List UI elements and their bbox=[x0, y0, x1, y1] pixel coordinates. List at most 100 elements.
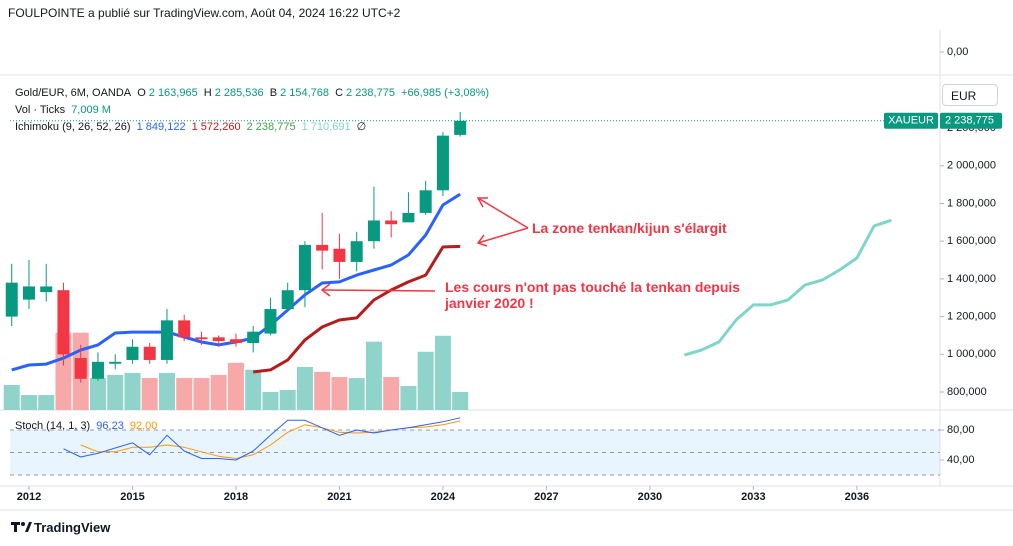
candle bbox=[281, 282, 294, 311]
currency-button[interactable]: EUR bbox=[942, 84, 998, 106]
candle-body bbox=[22, 286, 35, 300]
candle-body bbox=[5, 282, 18, 317]
candle bbox=[178, 314, 191, 342]
ohlc-letter: O bbox=[137, 87, 146, 99]
arrow bbox=[321, 289, 436, 292]
volume-bar bbox=[383, 377, 400, 410]
volume-bar bbox=[107, 374, 124, 410]
volume-bar bbox=[176, 378, 193, 410]
volume-bar bbox=[3, 385, 20, 410]
tenkan-value: 1 849,122 bbox=[136, 121, 186, 133]
candle-body bbox=[143, 346, 156, 360]
candle bbox=[40, 263, 53, 302]
candle-body bbox=[436, 135, 449, 191]
y-tick-label: 1 800,000 bbox=[947, 197, 996, 209]
y-tick-label: 0,00 bbox=[947, 46, 968, 58]
x-tick-label: 2027 bbox=[534, 491, 558, 503]
volume-bar bbox=[452, 391, 469, 410]
candle bbox=[195, 331, 208, 345]
logo-part bbox=[25, 522, 32, 532]
volume-bar bbox=[89, 378, 106, 410]
candle bbox=[74, 344, 87, 383]
volume-bar bbox=[296, 366, 313, 410]
x-tick-label: 2033 bbox=[741, 491, 765, 503]
arrow-head bbox=[320, 283, 331, 297]
volume-bar bbox=[262, 391, 279, 410]
candle bbox=[247, 326, 260, 353]
candle-body bbox=[316, 244, 329, 251]
ichimoku-name: Ichimoku (9, 26, 52, 26) bbox=[15, 121, 131, 133]
volume-bar bbox=[158, 372, 175, 410]
change: +66,985 (+3,08%) bbox=[401, 87, 490, 99]
symbol-tag-bg bbox=[884, 112, 938, 129]
candle bbox=[385, 211, 398, 238]
stoch-k-line bbox=[63, 417, 461, 461]
annotation: Les cours n'ont pas touché la tenkan dep… bbox=[445, 279, 741, 295]
stoch-legend: Stoch (14, 1, 3) 96,23 92,00 bbox=[15, 419, 160, 433]
candle bbox=[22, 260, 35, 310]
volume-bar bbox=[331, 377, 348, 410]
candle-body bbox=[298, 244, 311, 291]
y-tick-label: 1 600,000 bbox=[947, 235, 996, 247]
volume-bar bbox=[365, 341, 382, 410]
candle bbox=[367, 186, 380, 249]
x-tick-label: 2015 bbox=[120, 491, 144, 503]
symbol: Gold/EUR, 6M, OANDA bbox=[15, 87, 132, 99]
candle bbox=[298, 241, 311, 308]
y-tick-label: 800,000 bbox=[947, 386, 987, 398]
candle-body bbox=[350, 241, 363, 262]
candle-body bbox=[109, 361, 122, 364]
logo-part bbox=[14, 522, 17, 532]
stoch-k-value: 96,23 bbox=[96, 420, 124, 432]
candle bbox=[57, 282, 70, 366]
price-tag-bg bbox=[940, 112, 1002, 129]
candle-body bbox=[281, 290, 294, 310]
y-tick-label: 1 400,000 bbox=[947, 273, 996, 285]
candle-body bbox=[419, 190, 432, 213]
arrow-head bbox=[476, 234, 488, 247]
stoch-d-value: 92,00 bbox=[129, 420, 158, 432]
volume-bar bbox=[210, 374, 227, 410]
volume-bar bbox=[20, 395, 37, 410]
candle bbox=[212, 335, 225, 347]
candle bbox=[436, 131, 449, 196]
volume-bar bbox=[314, 371, 331, 410]
volume-bar bbox=[193, 378, 210, 410]
candle bbox=[109, 354, 122, 370]
volume-bar bbox=[348, 378, 365, 410]
candle bbox=[143, 342, 156, 364]
volume-bar bbox=[124, 372, 141, 410]
volume-bar bbox=[400, 386, 417, 410]
stoch-name: Stoch (14, 1, 3) bbox=[15, 420, 91, 432]
hide-icon[interactable]: ∅ bbox=[356, 121, 367, 133]
ohlc-value: 2 285,536 bbox=[214, 87, 264, 99]
leading-value: 1 710,691 bbox=[301, 121, 351, 133]
candle-body bbox=[91, 361, 104, 379]
price-tag: 2 238,775 bbox=[945, 115, 994, 127]
kijun-value: 1 572,260 bbox=[191, 121, 241, 133]
header: FOULPOINTE a publié sur TradingView.com,… bbox=[8, 6, 401, 20]
candle bbox=[454, 111, 467, 137]
volume-bar bbox=[38, 395, 55, 410]
ohlc-value: 2 154,768 bbox=[280, 87, 329, 99]
x-tick-label: 2036 bbox=[845, 491, 869, 503]
arrow-head bbox=[476, 197, 488, 208]
volume-bar bbox=[279, 389, 296, 410]
logo-part bbox=[21, 522, 25, 526]
arrow bbox=[477, 197, 529, 229]
volume-legend: Vol · Ticks 7,009 M bbox=[15, 103, 114, 117]
annotation: janvier 2020 ! bbox=[445, 295, 534, 311]
candle-body bbox=[333, 248, 346, 262]
annotation: La zone tenkan/kijun s'élargit bbox=[532, 220, 727, 236]
candle-body bbox=[178, 320, 191, 338]
x-tick-label: 2018 bbox=[224, 491, 248, 503]
candle-body bbox=[160, 320, 173, 360]
volume-bar bbox=[417, 351, 434, 410]
symbol-tag: XAUEUR bbox=[888, 115, 934, 127]
candle-body bbox=[264, 309, 277, 334]
y-tick-label: 1 200,000 bbox=[947, 311, 996, 323]
y-tick-label: 1 000,000 bbox=[947, 348, 996, 360]
y-tick-label: 40,00 bbox=[947, 454, 975, 466]
